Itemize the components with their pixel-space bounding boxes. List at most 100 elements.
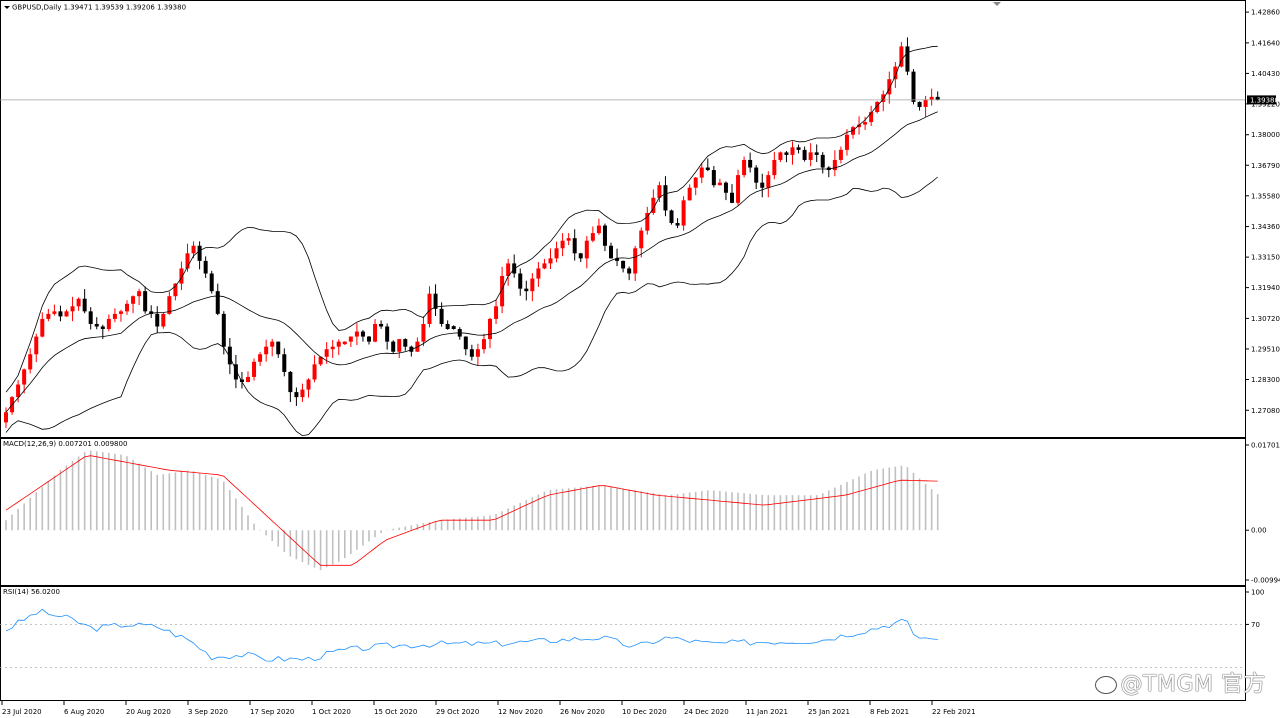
candle-body (112, 313, 117, 319)
price-tick-label: 1.31940 (1251, 284, 1280, 292)
candle-body (633, 248, 638, 274)
rsi-tick-label: 100 (1251, 589, 1264, 597)
time-tick-label: 1 Oct 2020 (312, 708, 351, 716)
candle-body (536, 268, 541, 279)
candle-body (796, 147, 801, 150)
candle-body (367, 336, 371, 342)
candle-body (857, 124, 862, 128)
candle-body (929, 96, 934, 100)
candle-body (40, 318, 45, 337)
candle-body (548, 258, 553, 264)
candle-body (881, 94, 886, 102)
candle-body (161, 313, 166, 327)
candle-body (209, 273, 214, 292)
bollinger-upper-band (5, 45, 938, 393)
candle-body (221, 313, 226, 347)
candle-body (306, 379, 311, 390)
candle-body (294, 392, 299, 398)
price-tick-label: 1.42860 (1251, 9, 1280, 17)
candle-body (542, 263, 547, 269)
candle-body (360, 331, 365, 337)
candle-body (481, 339, 486, 350)
bollinger-lower-band (5, 176, 938, 437)
time-tick-label: 6 Aug 2020 (64, 708, 104, 716)
candle-body (596, 225, 601, 234)
price-tick-label: 1.36790 (1251, 162, 1280, 170)
candle-body (572, 238, 577, 254)
candle-body (736, 175, 741, 203)
candle-body (451, 326, 456, 330)
current-price-label: 1.39380 (1250, 96, 1279, 104)
candle-body (155, 313, 160, 327)
candle-body (675, 223, 680, 226)
candle-body (590, 233, 595, 241)
watermark: @TMGM 官方 (1094, 666, 1266, 698)
candle-body (663, 185, 668, 211)
weibo-icon (1094, 676, 1117, 694)
candle-body (233, 364, 238, 380)
candle-body (191, 245, 196, 254)
candle-body (70, 306, 75, 312)
price-tick-label: 1.38000 (1251, 131, 1280, 139)
macd-tick-label: 0.00 (1251, 527, 1267, 535)
time-tick-label: 8 Feb 2021 (870, 708, 909, 716)
bollinger-middle-band (5, 111, 938, 413)
price-tick-label: 1.40430 (1251, 70, 1280, 78)
candle-body (669, 210, 674, 224)
candle-body (905, 46, 910, 72)
price-candles (0, 37, 1245, 429)
candle-body (433, 293, 438, 309)
time-tick-label: 15 Oct 2020 (374, 708, 417, 716)
candle-body (699, 167, 704, 178)
candle-body (439, 308, 444, 324)
price-tick-label: 1.28300 (1251, 376, 1280, 384)
candle-body (875, 101, 880, 113)
rsi-pane-border (0, 586, 1246, 701)
candle-body (530, 278, 535, 292)
candle-body (312, 364, 317, 380)
candle-body (869, 112, 874, 123)
time-tick-label: 11 Jan 2021 (746, 708, 788, 716)
candle-body (651, 197, 656, 213)
candle-body (82, 298, 87, 312)
price-axis: 1.42860 1.41640 1.40430 1.39220 1.38000 1.367… (1245, 9, 1280, 629)
candle-body (802, 149, 807, 160)
chart-menu-triangle-icon[interactable] (4, 6, 10, 9)
symbol-header: GBPUSD,Daily 1.39471 1.39539 1.39206 1.3… (12, 4, 186, 12)
candle-body (88, 311, 93, 324)
candle-body (22, 369, 27, 385)
candle-body (469, 349, 474, 357)
candle-body (838, 149, 843, 160)
candle-body (391, 341, 396, 352)
price-tick-label: 1.30720 (1251, 315, 1280, 323)
price-tick-label: 1.34360 (1251, 223, 1280, 231)
time-tick-label: 25 Jan 2021 (808, 708, 850, 716)
macd-tick-label: -0.009942 (1251, 577, 1280, 585)
shift-marker-icon[interactable] (993, 2, 1001, 6)
candle-body (615, 258, 620, 261)
candle-body (106, 318, 111, 330)
candle-body (494, 306, 499, 319)
candle-body (506, 263, 511, 277)
candle-body (602, 225, 607, 246)
candle-body (149, 311, 154, 314)
candle-body (264, 346, 269, 355)
price-tick-label: 1.27080 (1251, 407, 1280, 415)
candle-body (911, 71, 916, 102)
candle-body (143, 291, 148, 312)
candle-body (131, 296, 136, 304)
candle-body (687, 187, 692, 201)
candle-body (445, 323, 450, 330)
candle-body (790, 147, 795, 155)
candle-body (215, 291, 220, 314)
rsi-line (0, 608, 1245, 668)
candle-body (276, 341, 281, 355)
candle-body (58, 311, 63, 317)
candle-body (584, 240, 589, 259)
candle-body (409, 346, 414, 352)
candle-body (717, 182, 722, 186)
candle-body (173, 283, 178, 297)
candle-body (34, 336, 39, 355)
candle-body (227, 346, 232, 365)
